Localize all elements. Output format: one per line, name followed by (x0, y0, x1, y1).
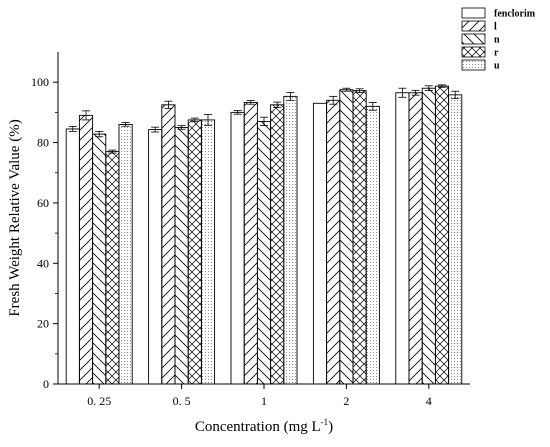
legend-label: n (494, 35, 500, 46)
bar (187, 119, 202, 385)
bar (148, 129, 163, 385)
y-tick-label: 20 (37, 317, 49, 331)
axes: 0 20 40 60 80 100 0. 25 0. 5 1 2 4 (31, 52, 470, 408)
x-tick-label: 4 (426, 394, 432, 408)
bar (421, 87, 436, 385)
y-tick-label: 100 (31, 75, 49, 89)
legend-swatch (461, 20, 486, 32)
legend-swatch (461, 7, 486, 19)
bar (283, 95, 298, 385)
legend-swatch (461, 59, 486, 71)
y-tick-label: 40 (37, 256, 49, 270)
bar (365, 105, 380, 385)
bar (105, 151, 120, 385)
legend-label: r (494, 48, 499, 59)
x-tick-label: 1 (261, 394, 267, 408)
bar (395, 92, 410, 385)
y-tick-label: 60 (37, 196, 49, 210)
plot-area (65, 84, 463, 385)
bar (78, 114, 94, 385)
x-tick-label: 0. 5 (173, 394, 191, 408)
x-axis-title-superscript: -1 (321, 417, 329, 427)
x-tick-label: 2 (343, 394, 349, 408)
bar (174, 127, 189, 385)
bar (270, 104, 285, 385)
legend-label: l (494, 22, 497, 33)
legend-swatch (461, 33, 486, 45)
bar (65, 128, 80, 385)
bar (92, 133, 107, 385)
legend-swatch (461, 46, 486, 58)
x-axis-title-suffix: ) (328, 419, 333, 435)
legend-label: u (494, 61, 500, 72)
legend-label: fenclorim (494, 9, 536, 20)
bar (352, 90, 367, 385)
x-axis-title: Concentration (mg L-1) (195, 417, 333, 435)
bar (118, 123, 133, 385)
bar (339, 89, 354, 385)
bar (408, 92, 423, 385)
bar (230, 111, 245, 385)
y-tick-label: 0 (43, 377, 49, 391)
y-axis-title: Fresh Weight Relative Value (%) (7, 119, 23, 316)
y-tick-label: 80 (37, 136, 49, 150)
bar (434, 85, 450, 385)
bar (243, 101, 258, 385)
x-tick-label: 0. 25 (87, 394, 111, 408)
bar (161, 104, 176, 385)
bar (326, 99, 341, 385)
bar (312, 102, 328, 385)
bar (200, 119, 216, 385)
bar (256, 120, 272, 385)
bar (448, 94, 463, 385)
